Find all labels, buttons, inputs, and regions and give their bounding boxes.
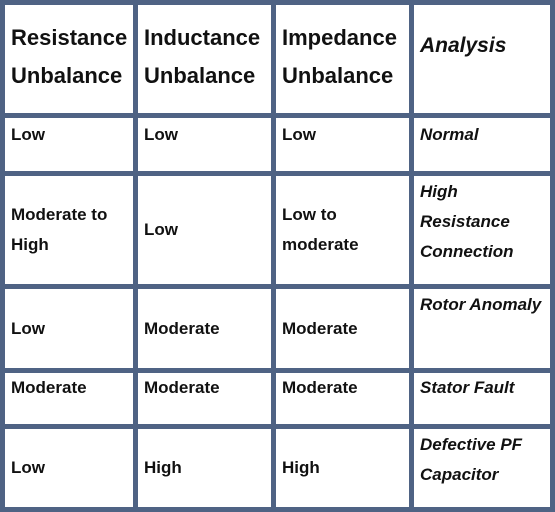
cell-inductance: Moderate [138, 289, 271, 369]
cell-resistance: Low [5, 289, 133, 369]
header-analysis: Analysis [414, 5, 550, 113]
cell-impedance: High [276, 428, 409, 507]
cell-inductance: High [138, 428, 271, 507]
cell-impedance: Moderate [276, 373, 409, 424]
table-row: Moderate to High Low Low to moderate Hig… [5, 175, 550, 285]
header-inductance-unbalance: Inductance Unbalance [138, 5, 271, 113]
table-row: Low High High Defective PF Capacitor [5, 428, 550, 507]
cell-inductance: Low [138, 118, 271, 171]
cell-resistance: Low [5, 428, 133, 507]
cell-resistance: Moderate [5, 373, 133, 424]
cell-analysis: Rotor Anomaly [414, 289, 550, 369]
cell-analysis: Normal [414, 118, 550, 171]
cell-analysis: Defective PF Capacitor [414, 428, 550, 507]
header-impedance-unbalance: Impedance Unbalance [276, 5, 409, 113]
table-row: Low Moderate Moderate Rotor Anomaly [5, 289, 550, 369]
cell-inductance: Low [138, 175, 271, 285]
cell-inductance: Moderate [138, 373, 271, 424]
cell-resistance: Moderate to High [5, 175, 133, 285]
cell-analysis: Stator Fault [414, 373, 550, 424]
cell-analysis: High Resistance Connection [414, 175, 550, 285]
cell-impedance: Moderate [276, 289, 409, 369]
cell-impedance: Low to moderate [276, 175, 409, 285]
table-row: Moderate Moderate Moderate Stator Fault [5, 373, 550, 424]
cell-resistance: Low [5, 118, 133, 171]
table-row: Low Low Low Normal [5, 118, 550, 171]
header-resistance-unbalance: Resistance Unbalance [5, 5, 133, 113]
table-header-row: Resistance Unbalance Inductance Unbalanc… [5, 5, 550, 113]
cell-impedance: Low [276, 118, 409, 171]
